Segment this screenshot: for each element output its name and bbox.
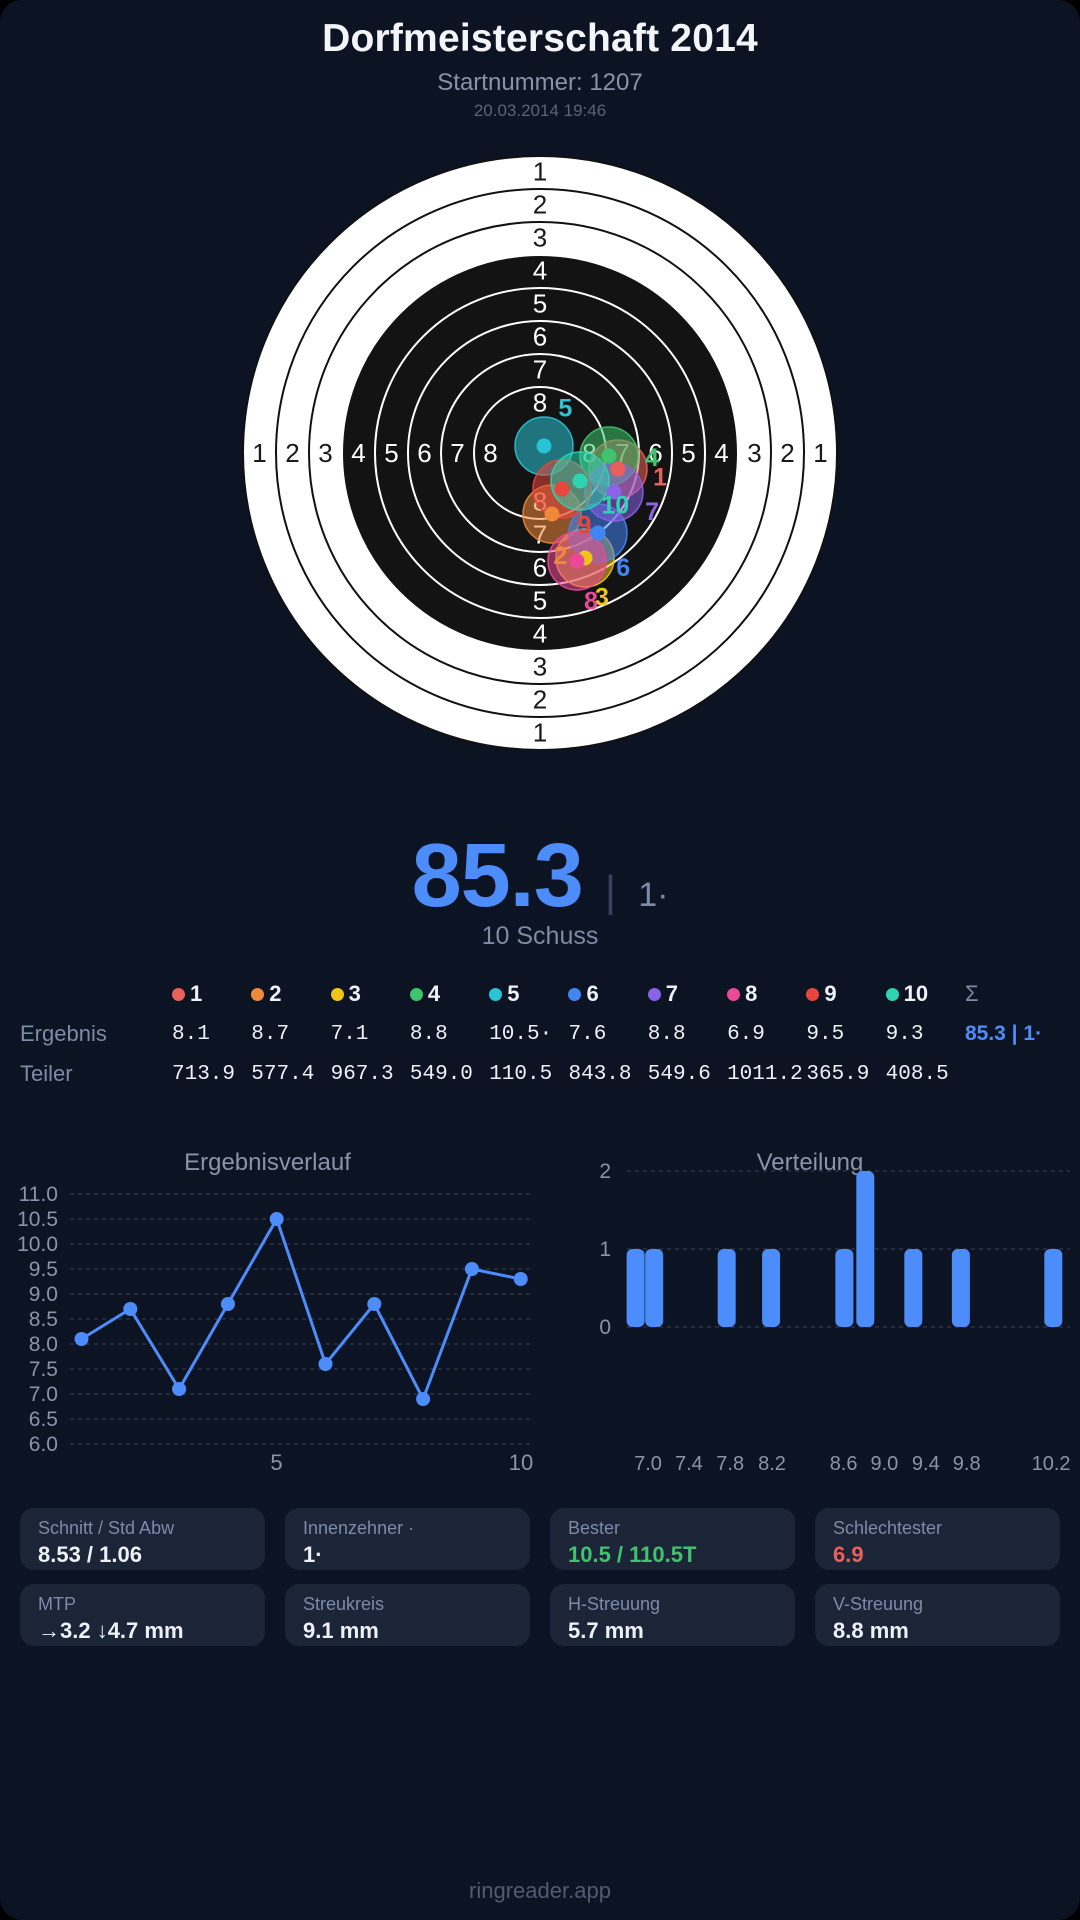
svg-text:4: 4: [714, 438, 728, 468]
svg-text:5: 5: [270, 1450, 282, 1475]
svg-text:7.5: 7.5: [29, 1358, 58, 1381]
svg-text:7: 7: [645, 498, 659, 526]
svg-text:4: 4: [533, 619, 547, 649]
svg-text:9.4: 9.4: [912, 1453, 940, 1475]
svg-text:4: 4: [351, 438, 365, 468]
svg-text:1: 1: [533, 718, 547, 748]
svg-text:6: 6: [533, 322, 547, 352]
svg-text:5: 5: [533, 289, 547, 319]
svg-text:8: 8: [483, 438, 497, 468]
svg-text:6: 6: [616, 554, 630, 582]
svg-text:5: 5: [681, 438, 695, 468]
svg-text:4: 4: [533, 256, 547, 286]
svg-text:9.0: 9.0: [870, 1453, 898, 1475]
svg-text:9: 9: [577, 512, 591, 540]
svg-text:8: 8: [584, 588, 598, 616]
svg-text:10.5: 10.5: [17, 1208, 58, 1231]
svg-text:8.2: 8.2: [758, 1453, 786, 1475]
svg-text:7.0: 7.0: [29, 1383, 58, 1406]
svg-text:9.0: 9.0: [29, 1283, 58, 1306]
svg-text:2: 2: [533, 685, 547, 715]
svg-text:4: 4: [645, 444, 659, 472]
svg-text:3: 3: [318, 438, 332, 468]
svg-text:1: 1: [252, 438, 266, 468]
svg-text:3: 3: [747, 438, 761, 468]
svg-text:1: 1: [533, 157, 547, 187]
svg-text:6.0: 6.0: [29, 1433, 58, 1456]
svg-text:8.0: 8.0: [29, 1333, 58, 1356]
svg-text:9.8: 9.8: [953, 1453, 981, 1475]
svg-text:8.5: 8.5: [29, 1308, 58, 1331]
svg-text:Ergebnisverlauf: Ergebnisverlauf: [184, 1149, 351, 1176]
svg-text:8: 8: [533, 388, 547, 418]
svg-text:6: 6: [417, 438, 431, 468]
svg-text:1: 1: [813, 438, 827, 468]
svg-text:7.0: 7.0: [634, 1453, 662, 1475]
svg-text:2: 2: [533, 190, 547, 220]
svg-text:5: 5: [533, 586, 547, 616]
svg-text:10: 10: [509, 1450, 533, 1475]
svg-text:10.2: 10.2: [1032, 1453, 1071, 1475]
svg-text:10: 10: [601, 492, 629, 520]
svg-text:Verteilung: Verteilung: [757, 1149, 864, 1176]
svg-text:7.8: 7.8: [716, 1453, 744, 1475]
svg-text:10.0: 10.0: [17, 1233, 58, 1256]
svg-text:6.5: 6.5: [29, 1408, 58, 1431]
svg-text:5: 5: [558, 395, 572, 423]
svg-text:7: 7: [533, 355, 547, 385]
svg-text:8.6: 8.6: [830, 1453, 858, 1475]
svg-text:0: 0: [599, 1316, 611, 1339]
svg-text:2: 2: [553, 542, 567, 570]
svg-text:5: 5: [384, 438, 398, 468]
svg-text:7: 7: [450, 438, 464, 468]
svg-text:2: 2: [285, 438, 299, 468]
svg-text:6: 6: [533, 553, 547, 583]
svg-text:3: 3: [533, 223, 547, 253]
svg-text:3: 3: [533, 652, 547, 682]
svg-text:9.5: 9.5: [29, 1258, 58, 1281]
svg-text:7.4: 7.4: [675, 1453, 703, 1475]
svg-text:11.0: 11.0: [19, 1183, 58, 1206]
svg-text:1: 1: [599, 1238, 611, 1261]
svg-text:2: 2: [599, 1160, 611, 1183]
svg-text:2: 2: [780, 438, 794, 468]
